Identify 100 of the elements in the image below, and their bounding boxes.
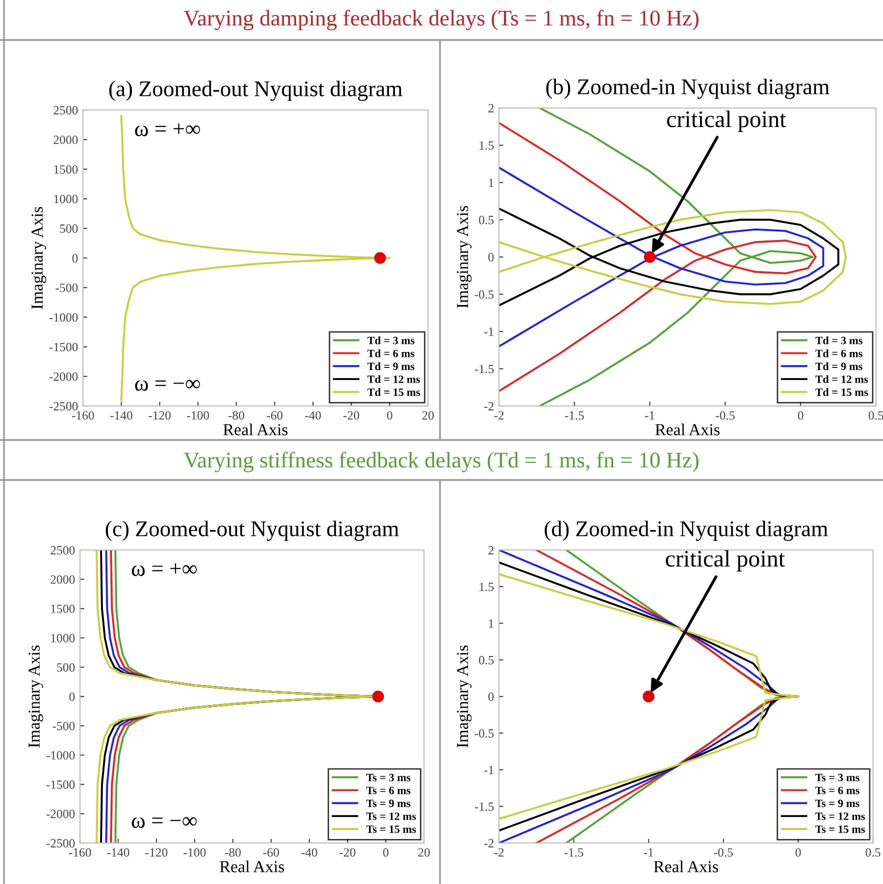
y-tick-label: 2000: [54, 136, 78, 144]
y-axis-title: Imaginary Axis: [456, 206, 472, 308]
y-tick-label: -2000: [46, 810, 75, 818]
y-tick-label: 1.5: [480, 582, 494, 592]
x-tick-label: 0: [798, 411, 804, 420]
chart-title: (b) Zoomed-in Nyquist diagram: [546, 78, 830, 99]
chart-title: (d) Zoomed-in Nyquist diagram: [544, 520, 828, 541]
line-series: [538, 108, 814, 406]
legend-label: Td = 12 ms: [815, 375, 868, 384]
y-tick-label: -2000: [49, 372, 78, 381]
y-tick-label: 2: [488, 104, 494, 112]
annotation: ω = −∞: [135, 380, 200, 391]
x-tick-label: -1.5: [564, 848, 584, 857]
y-tick-label: -1.5: [474, 802, 494, 811]
legend-label: Ts = 15 ms: [366, 826, 416, 833]
y-tick-label: 2: [488, 546, 494, 554]
y-tick-label: 2500: [54, 106, 78, 114]
x-tick-label: -160: [69, 848, 91, 857]
x-tick-label: -160: [72, 411, 94, 420]
legend-label: Td = 15 ms: [815, 388, 868, 396]
x-tick-label: -100: [184, 848, 206, 857]
y-tick-label: -1000: [49, 313, 78, 322]
y-tick-label: -1500: [46, 780, 75, 789]
legend-label: Td = 3 ms: [815, 336, 862, 344]
x-tick-label: 0.5: [868, 411, 883, 420]
x-tick-label: -20: [340, 848, 356, 857]
annotation: ω = −∞: [132, 817, 197, 828]
x-tick-label: -60: [266, 411, 283, 420]
x-tick-label: -140: [107, 848, 130, 857]
chart-subtitle: Varying stiffness feedback delays (Td = 1 ms, fn = 10 Hz): [184, 452, 698, 472]
annotation: critical point: [667, 110, 786, 132]
legend-label: Ts = 15 ms: [815, 826, 865, 833]
legend-label: Td = 12 ms: [367, 375, 420, 384]
chart-title: (c) Zoomed-out Nyquist diagram: [106, 520, 399, 541]
y-tick-label: -2: [484, 402, 494, 410]
x-tick-label: -1: [644, 848, 654, 857]
y-tick-label: 0: [72, 254, 78, 262]
y-tick-label: -1: [484, 328, 494, 336]
y-tick-label: -1500: [49, 342, 78, 352]
y-tick-label: 1500: [54, 165, 78, 174]
legend-label: Ts = 12 ms: [815, 812, 865, 820]
x-axis-title: Real Axis: [654, 860, 718, 872]
y-tick-label: 1000: [54, 194, 78, 204]
x-tick-label: 0.5: [866, 848, 880, 857]
legend-label: Ts = 6 ms: [815, 786, 860, 794]
y-tick-label: 0.5: [478, 216, 494, 224]
y-tick-label: 1500: [51, 604, 75, 614]
x-tick-label: -40: [301, 848, 318, 857]
x-tick-label: -2: [494, 411, 504, 420]
y-tick-label: 500: [57, 663, 75, 672]
y-tick-label: -500: [52, 722, 75, 730]
legend-label: Td = 15 ms: [367, 388, 420, 396]
y-tick-label: 0: [69, 692, 75, 701]
x-tick-label: 20: [422, 411, 434, 420]
x-axis-title: Real Axis: [223, 424, 288, 436]
x-tick-label: -100: [187, 411, 209, 420]
annotation: ω = +∞: [135, 124, 200, 136]
x-tick-label: -80: [228, 411, 244, 420]
x-tick-label: 0: [387, 411, 392, 420]
x-tick-label: 0: [796, 848, 801, 857]
x-tick-label: -60: [263, 848, 279, 857]
legend-label: Ts = 3 ms: [366, 774, 410, 782]
legend-label: Td = 3 ms: [367, 336, 414, 344]
y-tick-label: -0.5: [474, 729, 494, 738]
x-tick-label: 20: [418, 848, 430, 857]
y-axis-title: Imaginary Axis: [32, 206, 46, 310]
y-tick-label: -0.5: [474, 290, 494, 299]
y-tick-label: 1.5: [480, 141, 494, 150]
y-tick-label: 1: [488, 178, 494, 187]
x-tick-label: -120: [148, 411, 171, 420]
y-tick-label: 500: [60, 224, 78, 233]
legend-label: Ts = 6 ms: [366, 786, 410, 794]
x-tick-label: -80: [225, 848, 241, 857]
y-axis-title: Imaginary Axis: [456, 645, 472, 748]
y-tick-label: 0: [488, 692, 494, 701]
y-tick-label: 2000: [50, 575, 75, 584]
legend-label: Td = 6 ms: [815, 349, 862, 358]
y-tick-label: 0.5: [478, 656, 494, 664]
y-tick-label: -2500: [46, 839, 75, 848]
annotation: critical point: [666, 550, 785, 572]
x-tick-label: -1: [645, 411, 654, 420]
x-tick-label: -40: [305, 411, 321, 420]
chart-title: (a) Zoomed-out Nyquist diagram: [109, 80, 402, 101]
y-tick-label: -500: [56, 284, 78, 292]
line-series: [120, 114, 391, 402]
x-tick-label: -20: [343, 411, 360, 420]
x-tick-label: -0.5: [714, 848, 733, 857]
legend-label: Td = 9 ms: [367, 362, 414, 370]
y-tick-label: 0: [488, 253, 494, 262]
x-axis-title: Real Axis: [220, 860, 284, 872]
annotation: ω = +∞: [132, 563, 197, 576]
x-axis-title: Real Axis: [655, 424, 720, 436]
x-tick-label: -120: [145, 848, 168, 857]
legend-label: Ts = 9 ms: [366, 800, 410, 808]
y-tick-label: -1: [484, 766, 494, 774]
x-tick-label: -0.5: [716, 411, 735, 420]
legend-label: Ts = 3 ms: [815, 774, 860, 782]
legend-label: Ts = 9 ms: [815, 800, 860, 808]
x-tick-label: -140: [110, 411, 132, 420]
legend-label: Ts = 12 ms: [366, 812, 416, 820]
